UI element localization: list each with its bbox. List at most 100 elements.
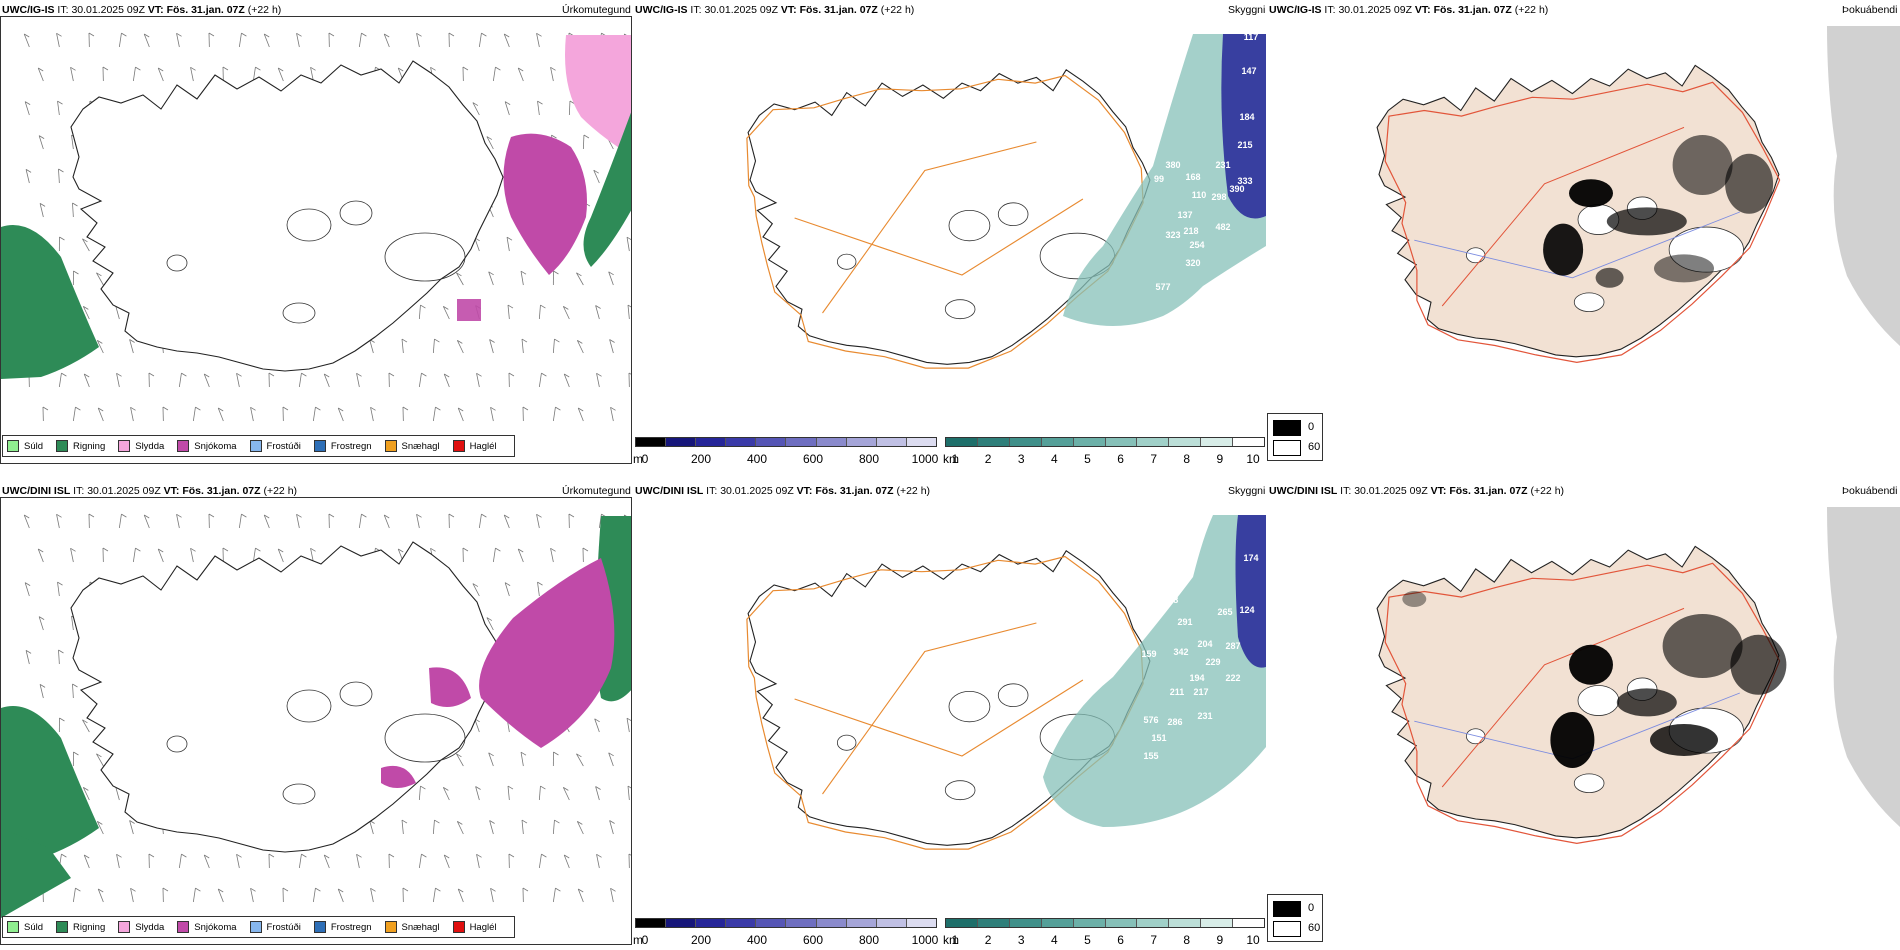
colorbar-tick-label: 10 <box>1246 452 1260 466</box>
colorbar-tick-label: 4 <box>1050 452 1058 466</box>
colorbar-unit: m <box>633 933 643 947</box>
wind-barb-feather <box>56 513 62 518</box>
wind-barb-feather <box>554 338 560 343</box>
wind-barb <box>143 514 150 529</box>
colorbar-segment <box>756 919 787 927</box>
wind-barb-feather <box>490 406 496 411</box>
fog-legend-dark-label: 0 <box>1308 421 1315 433</box>
wind-barb <box>608 752 614 767</box>
fog-legend-dark-label: 0 <box>1308 902 1315 914</box>
wind-barb-feather <box>551 134 557 139</box>
visibility-value-label: 265 <box>1217 607 1232 617</box>
visibility-value-label: 211 <box>1170 687 1185 697</box>
wind-barb <box>538 786 541 801</box>
wind-barb <box>537 582 540 597</box>
fog-map-top <box>1267 16 1900 410</box>
glacier-outline <box>384 713 466 763</box>
wind-barb-feather <box>402 406 409 411</box>
wind-barb-feather <box>457 340 463 344</box>
wind-barb <box>576 753 584 767</box>
wind-barb <box>190 548 194 563</box>
colorbar-unit: m <box>633 452 643 466</box>
wind-barb-feather <box>144 33 150 38</box>
wind-barb-feather <box>506 236 513 241</box>
panel-param-label: Úrkomutegund <box>562 485 631 497</box>
glacier-outline <box>166 254 188 272</box>
colorbar-segment <box>726 438 757 446</box>
wind-barb <box>577 888 584 903</box>
wind-barb <box>82 787 90 801</box>
legend-swatch <box>313 921 326 933</box>
sleet-area <box>565 35 631 156</box>
panel-title: UWC/IG-IS IT: 30.01.2025 09Z VT: Fös. 31… <box>635 4 915 16</box>
wind-barb-feather <box>421 853 427 858</box>
precip-legend: Súld Rigning Slydda Snjókoma Frostúði Frostre… <box>2 435 515 457</box>
wind-barb-feather <box>324 854 330 859</box>
visibility-value-label: 118 <box>1164 595 1179 605</box>
legend-swatch <box>384 440 397 452</box>
wind-barb-feather <box>596 372 602 377</box>
wind-barb <box>552 339 555 354</box>
height-colorbar: m 0 200 400 600 800 1000 <box>633 918 938 948</box>
wind-barb-feather <box>593 169 599 174</box>
glacier-outline <box>339 200 373 226</box>
wind-barb <box>298 854 302 869</box>
wind-barb <box>116 854 120 869</box>
wind-barb-feather <box>75 887 81 892</box>
visibility-value-label: 231 <box>1215 160 1230 170</box>
wind-barb-feather <box>97 340 103 344</box>
colorbar-segment <box>666 438 697 446</box>
colorbar-tick-label: 0 <box>641 933 649 947</box>
panel-title: UWC/DINI ISL IT: 30.01.2025 09Z VT: Fös.… <box>1269 485 1565 497</box>
wind-barb <box>143 33 150 48</box>
colorbar-tick-label: 600 <box>802 452 824 466</box>
legend-label: Frostregn <box>330 921 372 933</box>
wind-barb-feather <box>521 819 528 824</box>
wind-barb <box>25 169 30 184</box>
wind-barb <box>521 339 524 354</box>
legend-label: Frostúði <box>266 440 301 452</box>
visibility-value-label: 333 <box>1237 176 1252 186</box>
visibility-colorbar: km 1 2 3 4 5 6 7 8 9 10 <box>943 437 1265 467</box>
legend-item: Haglél <box>452 440 497 452</box>
wind-barb <box>552 888 556 903</box>
coastline <box>1376 545 1780 839</box>
wind-barb <box>39 203 44 218</box>
visibility-value-label: 229 <box>1205 657 1220 667</box>
wind-barb-feather <box>388 372 395 377</box>
wind-barb <box>82 719 90 733</box>
wind-barb-feather <box>282 406 289 411</box>
legend-item: Súld <box>7 921 43 933</box>
wind-barb <box>356 373 360 388</box>
wind-barb-feather <box>315 406 321 411</box>
visibility-value-label: 287 <box>1225 641 1240 651</box>
fog-blob <box>1662 614 1743 678</box>
wind-barb-feather <box>38 616 45 620</box>
wind-barb <box>432 339 435 354</box>
wind-barb-feather <box>628 853 631 856</box>
legend-item: Snjókoma <box>177 440 237 452</box>
wind-barb <box>478 33 482 48</box>
wind-barb <box>296 514 300 529</box>
colorbar-tick-label: 2 <box>984 452 992 466</box>
fog-blob <box>1730 634 1787 695</box>
wind-barb <box>627 305 630 320</box>
wind-barb <box>609 820 614 835</box>
fog-panel-top: UWC/IG-IS IT: 30.01.2025 09Z VT: Fös. 31… <box>1267 0 1900 410</box>
colorbar-segment <box>1137 919 1170 927</box>
wind-barb <box>416 514 420 529</box>
legend-item: Frostregn <box>313 921 372 933</box>
colorbar-segment <box>977 919 1010 927</box>
colorbar-tick-label: 9 <box>1216 933 1224 947</box>
colorbar-segment <box>876 438 907 446</box>
legend-swatch <box>452 440 465 452</box>
precip-map-bottom <box>0 497 632 945</box>
wind-barb <box>538 373 542 388</box>
wind-barb <box>57 101 60 116</box>
wind-barb <box>178 854 182 869</box>
fog-legend-dark-swatch <box>1273 420 1301 436</box>
wind-barb <box>358 514 362 529</box>
wind-barb-feather <box>328 513 335 518</box>
wind-barb-feather <box>58 168 64 173</box>
wind-barb-feather <box>158 548 164 553</box>
